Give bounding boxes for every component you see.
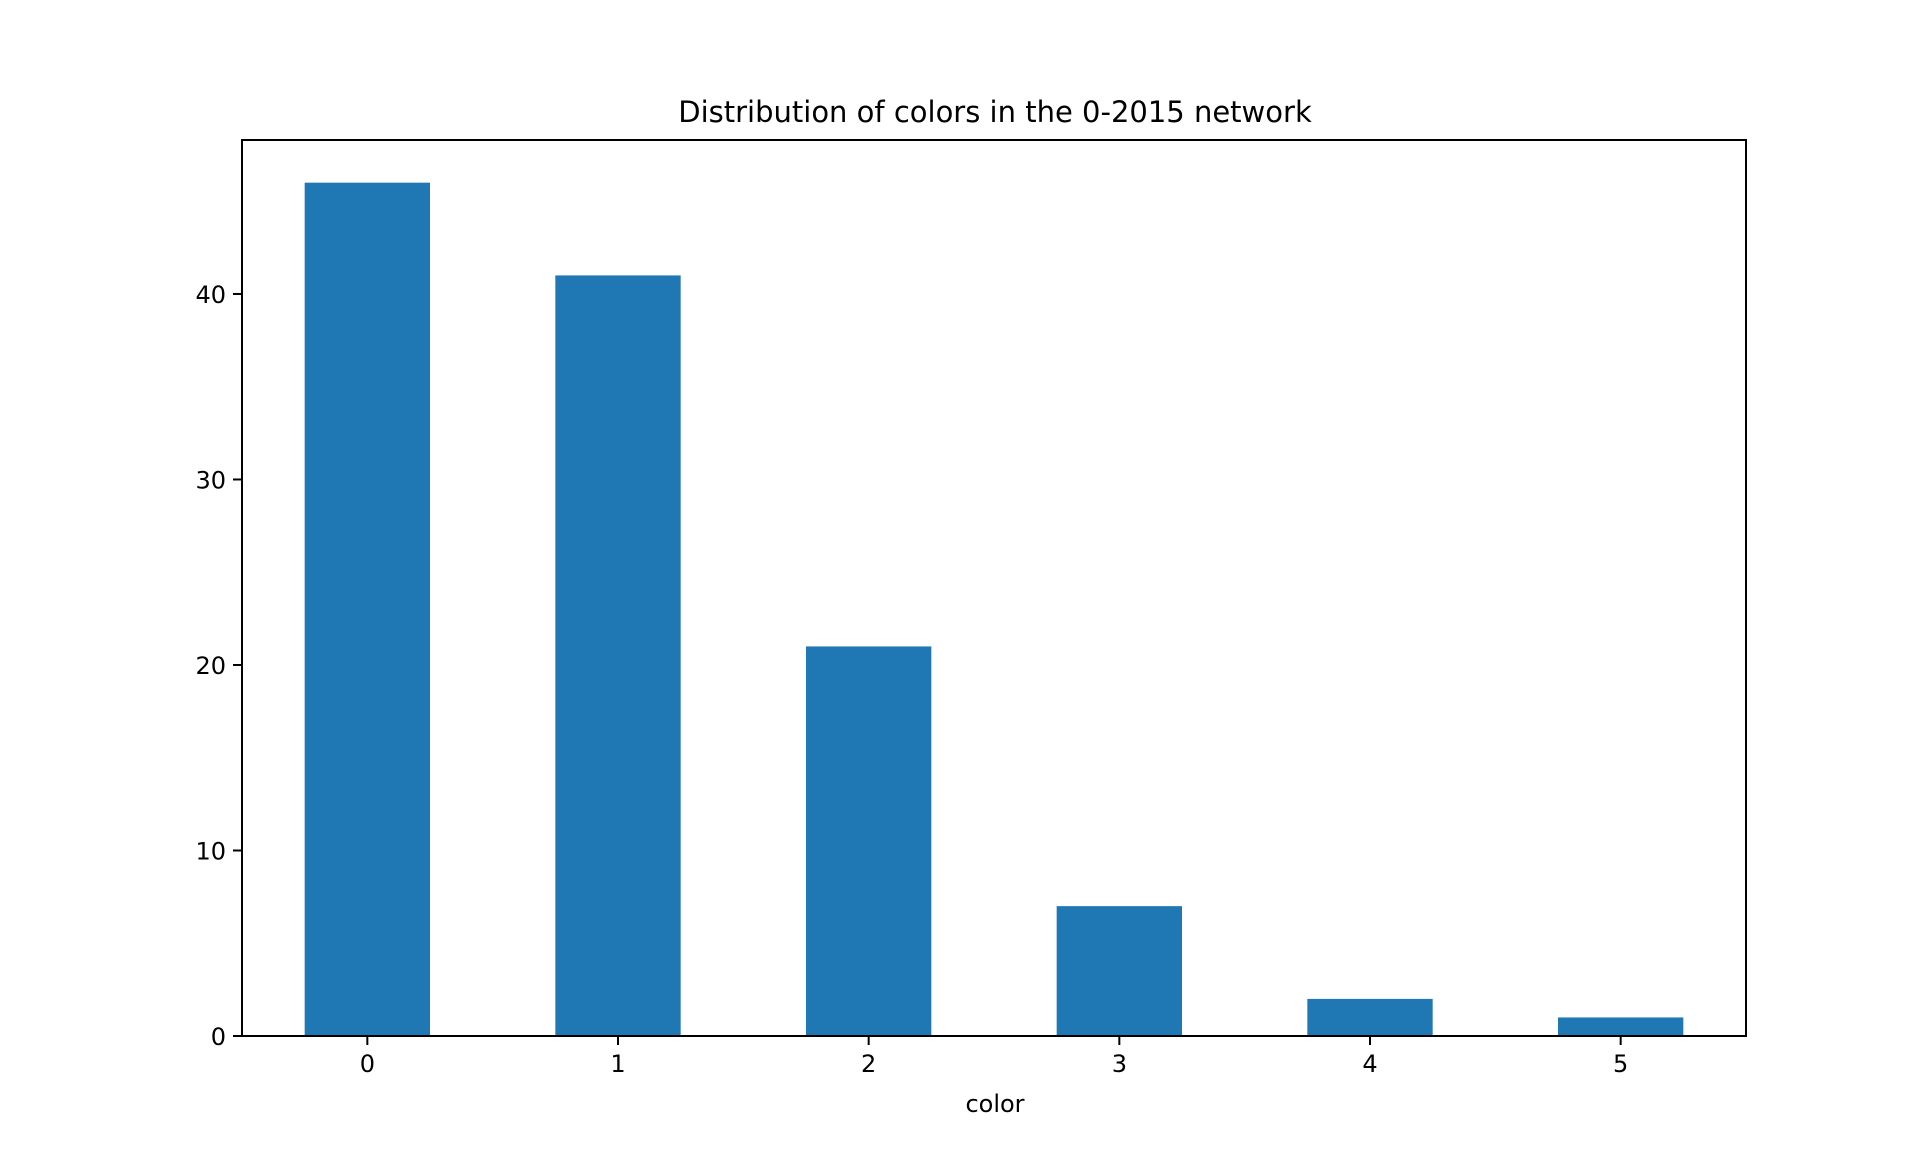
plot-frame	[241, 139, 1747, 1037]
bar-5	[1558, 1017, 1684, 1036]
y-tick-label: 0	[211, 1023, 226, 1051]
y-tick-label: 20	[195, 652, 226, 680]
bar-3	[1056, 906, 1182, 1036]
x-tick-label: 1	[610, 1050, 625, 1078]
bar-0	[304, 182, 430, 1036]
x-tick-label: 5	[1613, 1050, 1628, 1078]
y-tick-label: 40	[195, 281, 226, 309]
chart-title: Distribution of colors in the 0-2015 net…	[678, 95, 1312, 129]
y-axis-ticks: 0 10 20 30 40	[195, 281, 242, 1051]
x-tick-label: 2	[861, 1050, 876, 1078]
x-tick-label: 4	[1362, 1050, 1377, 1078]
x-axis-label: color	[965, 1090, 1024, 1118]
bar-2	[806, 646, 932, 1036]
bar-1	[555, 275, 681, 1036]
x-tick-label: 3	[1112, 1050, 1127, 1078]
bar-4	[1307, 998, 1433, 1036]
x-axis-ticks: 0 1 2 3 4 5	[360, 1036, 1628, 1078]
bars-group	[304, 182, 1684, 1036]
x-tick-label: 0	[360, 1050, 375, 1078]
y-tick-label: 10	[195, 837, 226, 865]
y-tick-label: 30	[195, 466, 226, 494]
